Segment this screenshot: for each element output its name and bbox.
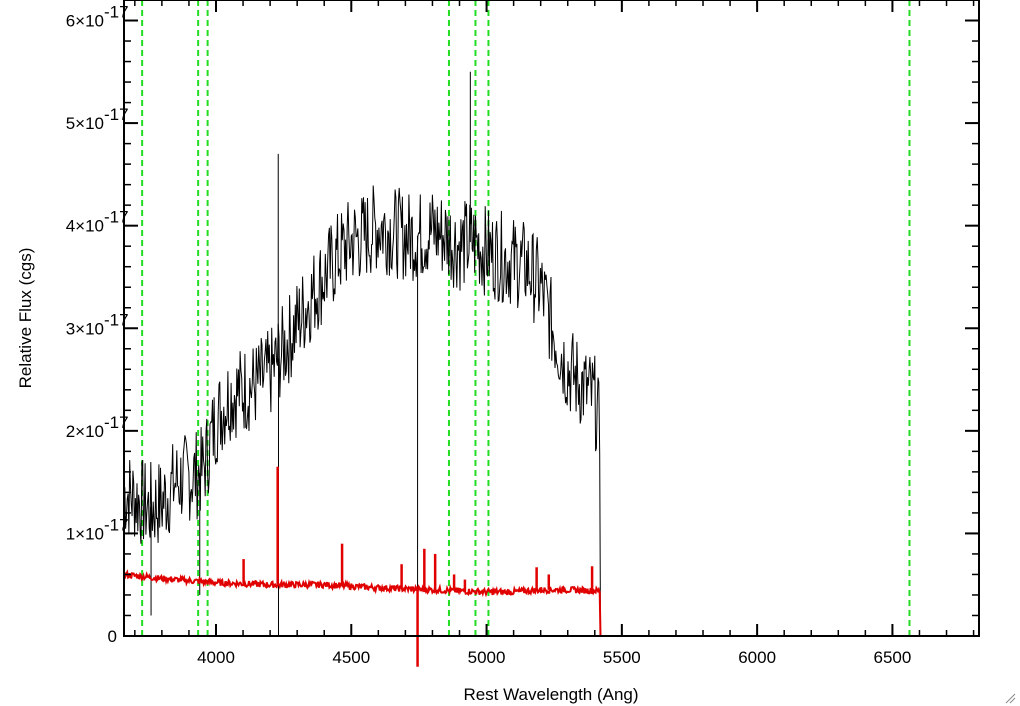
y-tick-exponent: -17 (104, 3, 129, 22)
x-tick-label: 4000 (197, 648, 235, 667)
y-tick-label: 4×10 (66, 217, 104, 236)
x-axis-title: Rest Wavelength (Ang) (463, 685, 638, 704)
plot-frame (123, 0, 980, 637)
resize-grip-icon[interactable] (1004, 692, 1016, 704)
y-tick-label: 1×10 (66, 524, 104, 543)
y-tick-labels: 01×10 -172×10 -173×10 -174×10 -175×10 -176×10… (66, 3, 129, 646)
x-tick-label: 4500 (332, 648, 370, 667)
x-tick-label: 6500 (874, 648, 912, 667)
y-tick-exponent: -17 (104, 515, 129, 534)
x-tick-label: 5000 (468, 648, 506, 667)
y-tick-label: 5×10 (66, 114, 104, 133)
series-line (123, 185, 979, 637)
y-tick-label: 0 (108, 627, 117, 646)
series-line (123, 569, 979, 637)
series-layer (123, 71, 979, 667)
y-tick-exponent: -17 (104, 413, 129, 432)
y-tick-label: 2×10 (66, 422, 104, 441)
y-tick-exponent: -17 (104, 208, 129, 227)
y-tick-label: 3×10 (66, 319, 104, 338)
tick-marks (124, 0, 979, 637)
y-tick-label: 6×10 (66, 12, 104, 31)
reference-lines (141, 0, 911, 636)
x-tick-label: 6000 (738, 648, 776, 667)
x-tick-labels: 4000 4500 5000 5500 6000 6500 (197, 648, 911, 667)
y-tick-exponent: -17 (104, 105, 129, 124)
x-tick-label: 5500 (603, 648, 641, 667)
series-group (123, 71, 979, 637)
y-tick-exponent: -17 (104, 310, 129, 329)
y-axis-title: Relative Flux (cgs) (16, 248, 35, 389)
